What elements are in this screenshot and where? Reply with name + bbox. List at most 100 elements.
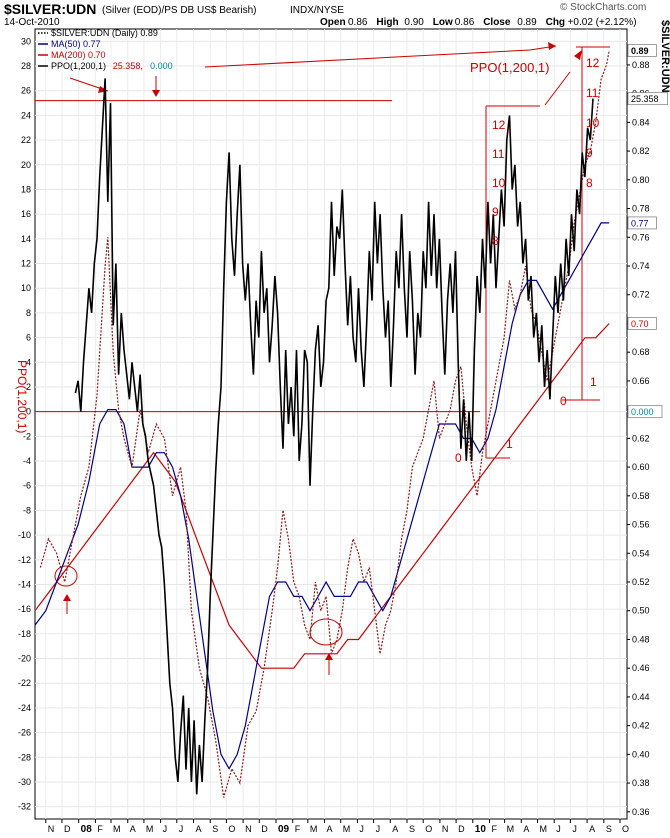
right-tick-label: 0.62 <box>632 433 650 443</box>
ohlc-value-0: 0.86 <box>348 17 368 28</box>
right-tick-label: 0.74 <box>632 261 650 271</box>
left-axis-ticks: 302826242220181614121086420-2-4-6-8-10-1… <box>18 36 31 811</box>
ohlc-label-3: Close <box>483 17 511 28</box>
right-tick-label: 0.38 <box>632 778 650 788</box>
left-tick-label: 24 <box>21 110 31 120</box>
right-tag-box-4 <box>627 405 663 419</box>
count-left-zero: 0 <box>455 451 462 465</box>
right-axis-tags: 0.89 25.358 0.77 0.70 0.000 <box>627 44 668 419</box>
count-right-label: 10 <box>586 116 600 130</box>
right-tag-box-3 <box>627 317 657 330</box>
right-axis-title: $SILVER:UDN <box>659 20 670 93</box>
right-tag-box-1 <box>627 92 668 106</box>
chart-description: (Silver (EOD)/PS DB US$ Bearish) <box>102 5 256 16</box>
circle-marker-1 <box>54 565 78 587</box>
x-tick-label: J <box>179 824 184 834</box>
ohlc-value-2: 0.86 <box>455 17 475 28</box>
right-tick-label: 0.84 <box>632 117 650 127</box>
left-tick-label: -28 <box>18 752 31 762</box>
right-tick-label: 0.56 <box>632 520 650 530</box>
plot-area <box>34 28 628 820</box>
x-tick-label: S <box>212 824 218 834</box>
left-tick-label: 22 <box>21 135 31 145</box>
right-tick-label: 0.66 <box>632 376 650 386</box>
x-tick-label: 08 <box>81 824 93 835</box>
left-tick-label: -22 <box>18 678 31 688</box>
left-tick-label: -4 <box>23 456 31 466</box>
left-axis-title: PPO(1,200,1) <box>15 360 29 433</box>
legend-label-0: $SILVER:UDN (Daily) 0.89 <box>51 28 158 38</box>
right-tag-box-0 <box>627 44 657 57</box>
series-layer <box>34 50 610 798</box>
left-tick-label: -2 <box>23 431 31 441</box>
x-tick-label: J <box>359 824 364 834</box>
left-tick-label: -10 <box>18 530 31 540</box>
x-tick-label: A <box>392 824 398 834</box>
right-tag-box-2 <box>627 216 657 230</box>
x-tick-label: F <box>97 824 103 834</box>
annotation-lines <box>35 42 610 675</box>
left-tick-label: -18 <box>18 629 31 639</box>
right-tick-label: 0.78 <box>632 204 650 214</box>
series-line-3 <box>74 78 594 795</box>
ohlc-value-3: 0.89 <box>517 17 537 28</box>
right-tag-label-3: 0.70 <box>631 319 649 329</box>
x-tick-label: 09 <box>278 824 290 835</box>
count-right-one: 1 <box>590 375 597 389</box>
left-tick-label: -14 <box>18 579 31 589</box>
left-tick-label: -20 <box>18 654 31 664</box>
series-line-1 <box>34 222 610 770</box>
right-tick-label: 0.36 <box>632 807 650 817</box>
x-tick-label: S <box>409 824 415 834</box>
x-tick-label: D <box>261 824 268 834</box>
arrow-head <box>152 90 160 97</box>
x-tick-label: M <box>146 824 154 834</box>
left-tick-label: 6 <box>26 333 31 343</box>
x-tick-label: A <box>523 824 529 834</box>
right-axis-ticks: 0.880.860.840.820.800.780.760.740.720.70… <box>627 60 650 817</box>
arrow-head <box>325 653 333 660</box>
left-tick-label: 26 <box>21 86 31 96</box>
left-tick-label: -6 <box>23 481 31 491</box>
grid <box>35 29 627 819</box>
arrow-head <box>574 50 582 60</box>
count-left-label: 11 <box>492 147 505 161</box>
count-left-one: 1 <box>506 437 513 451</box>
right-tag-label-0: 0.89 <box>631 46 649 56</box>
right-tick-label: 0.58 <box>632 491 650 501</box>
right-tick-label: 0.40 <box>632 749 650 759</box>
ohlc-readout: Open 0.86 High 0.90 Low 0.86 Close 0.89 Chg +0.02… <box>320 17 637 28</box>
left-tick-label: 20 <box>21 160 31 170</box>
count-left-label: 9 <box>492 205 499 219</box>
legend-label-1: MA(50) 0.77 <box>51 39 101 49</box>
left-tick-label: 18 <box>21 184 31 194</box>
x-tick-label: O <box>622 824 629 834</box>
left-tick-label: -8 <box>23 505 31 515</box>
ohlc-label-0: Open <box>320 17 346 28</box>
left-tick-label: 10 <box>21 283 31 293</box>
left-tick-label: 28 <box>21 61 31 71</box>
count-right-zero: 0 <box>560 394 567 408</box>
count-right-label: 9 <box>586 146 593 160</box>
left-tick-label: 16 <box>21 209 31 219</box>
ohlc-label-2: Low <box>433 17 453 28</box>
right-tick-label: 0.44 <box>632 692 650 702</box>
legend-value-a: 25.358, <box>113 61 143 71</box>
left-tick-label: 12 <box>21 259 31 269</box>
x-tick-label: N <box>48 824 55 834</box>
count-left-label: 12 <box>492 118 506 132</box>
x-tick-label: M <box>507 824 515 834</box>
right-tick-label: 0.82 <box>632 146 650 156</box>
x-tick-label: J <box>376 824 381 834</box>
legend-label-2: MA(200) 0.70 <box>51 50 106 60</box>
chart-date: 14-Oct-2010 <box>4 17 60 28</box>
left-tick-label: 2 <box>26 382 31 392</box>
rise-line <box>544 71 571 106</box>
arrow-head <box>548 42 556 50</box>
x-tick-label: A <box>589 824 595 834</box>
right-tick-label: 0.68 <box>632 347 650 357</box>
left-tick-label: -30 <box>18 777 31 787</box>
x-tick-label: N <box>442 824 449 834</box>
right-tag-label-1: 25.358 <box>631 94 659 104</box>
